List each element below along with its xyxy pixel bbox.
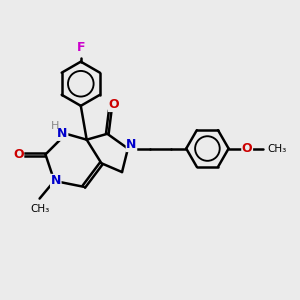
Text: N: N bbox=[51, 174, 61, 188]
Text: O: O bbox=[242, 142, 253, 155]
Text: O: O bbox=[109, 98, 119, 111]
Text: N: N bbox=[126, 139, 136, 152]
Text: F: F bbox=[76, 41, 85, 54]
Text: O: O bbox=[13, 148, 24, 161]
Text: H: H bbox=[51, 122, 59, 131]
Text: CH₃: CH₃ bbox=[267, 143, 286, 154]
Text: CH₃: CH₃ bbox=[30, 204, 49, 214]
Text: N: N bbox=[57, 127, 68, 140]
